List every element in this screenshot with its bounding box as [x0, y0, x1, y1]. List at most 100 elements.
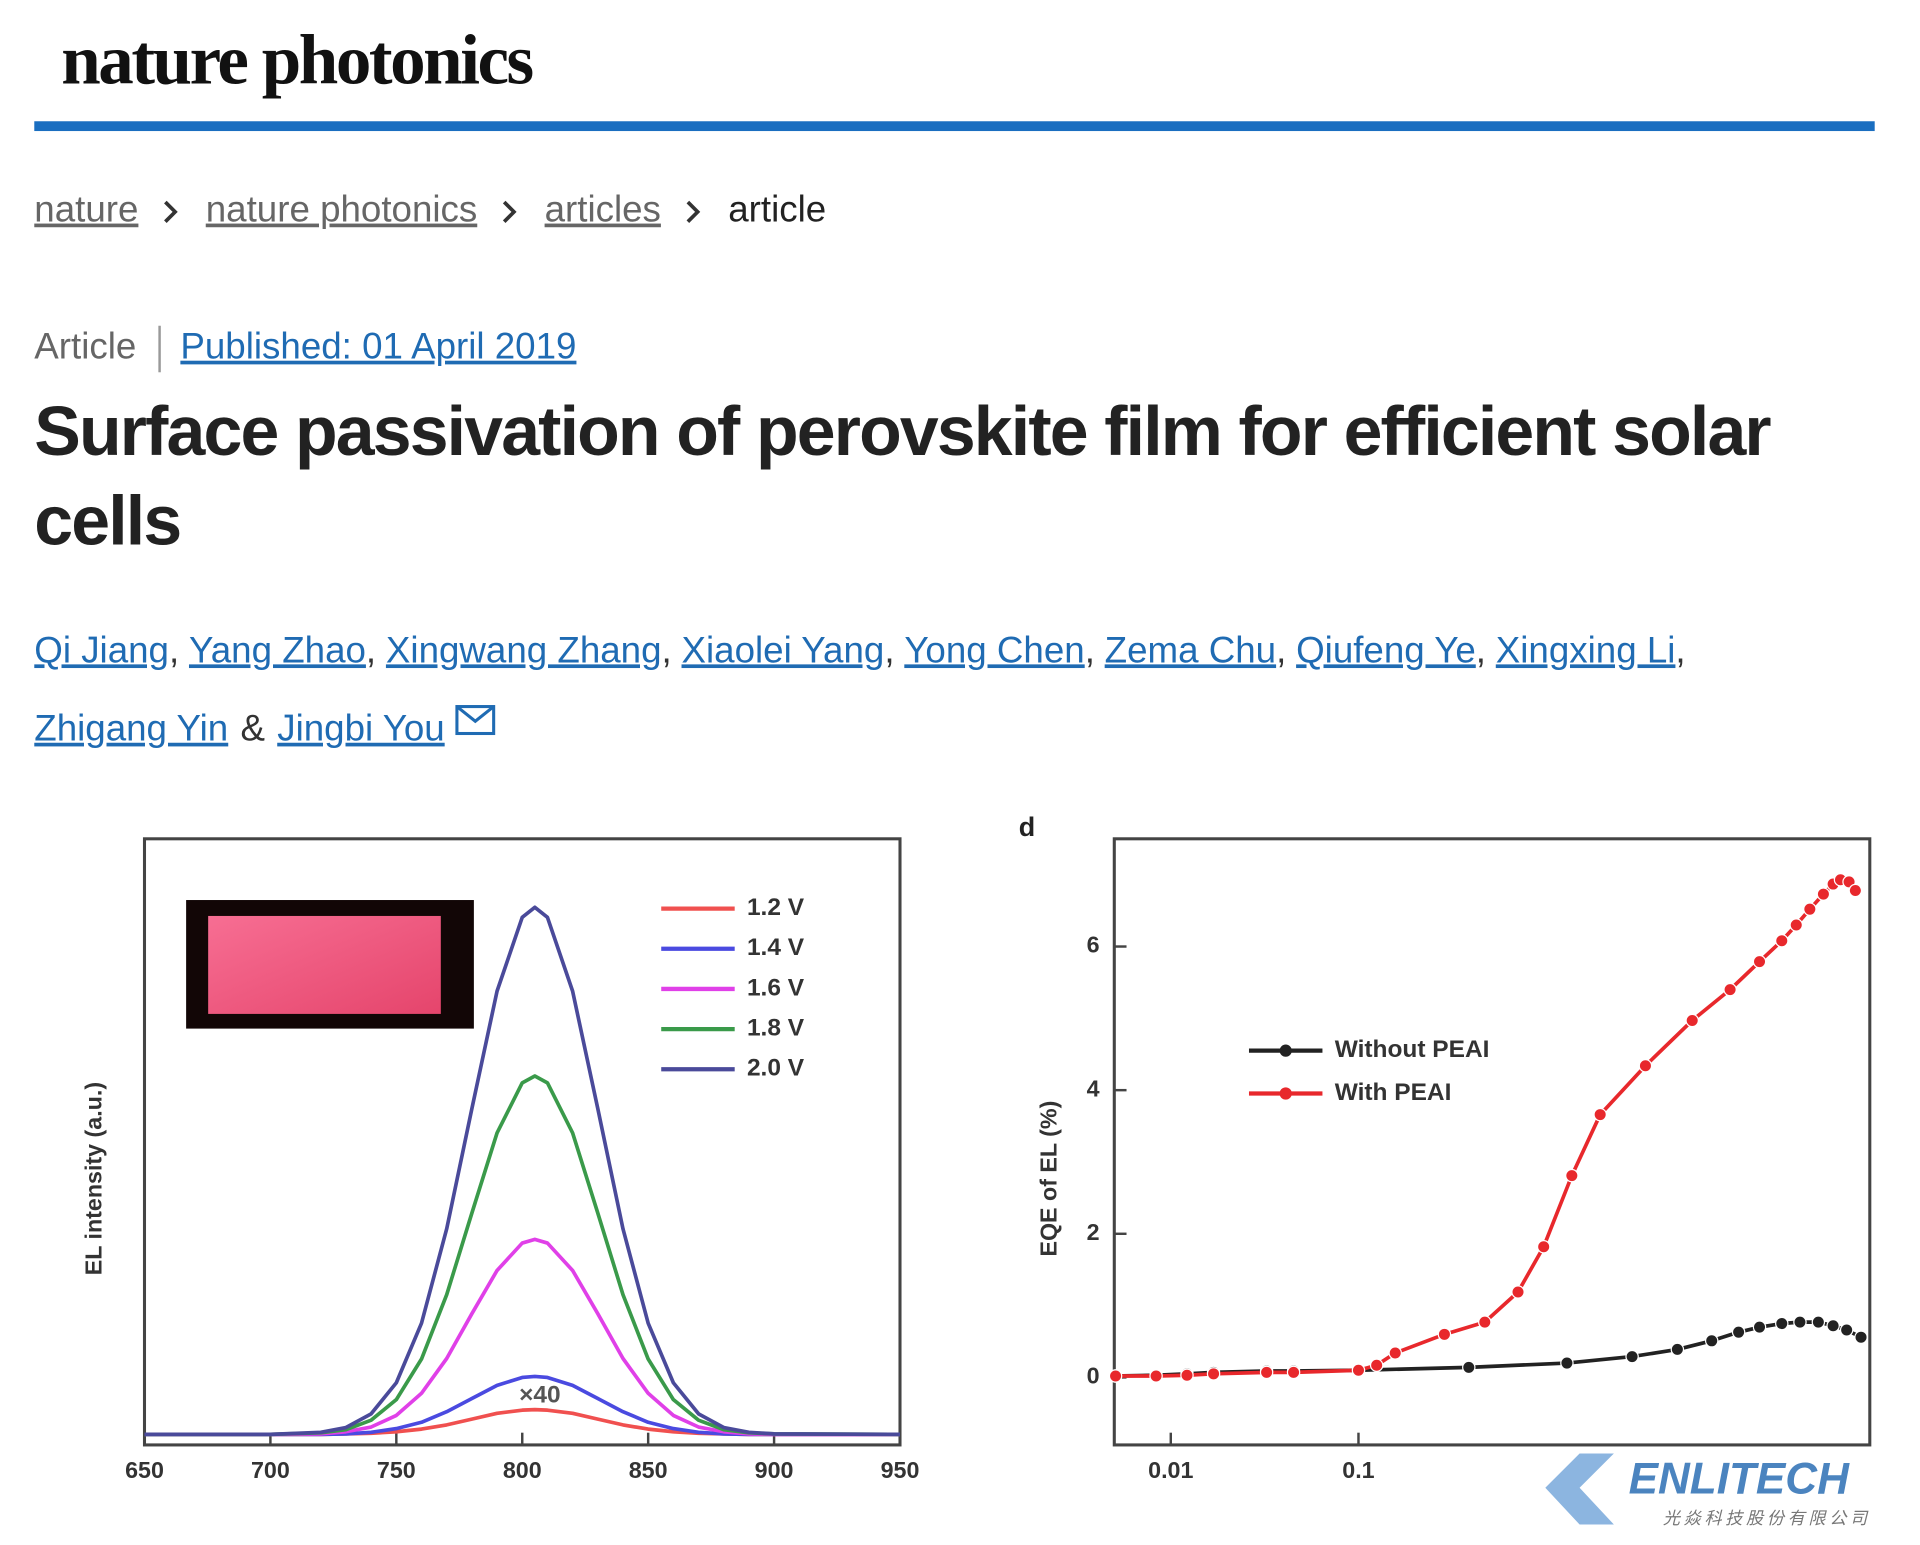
series-line — [144, 1407, 900, 1437]
watermark-logo — [1545, 1453, 1614, 1525]
data-point — [1854, 1330, 1868, 1344]
breadcrumb-item: article — [728, 189, 826, 230]
author-link[interactable]: Zema Chu — [1105, 629, 1276, 670]
inset-photo — [208, 915, 441, 1014]
x-tick-label: 750 — [377, 1457, 416, 1483]
legend-marker — [1279, 1044, 1292, 1057]
author-link[interactable]: Xiaolei Yang — [682, 629, 885, 670]
data-point — [1149, 1369, 1163, 1383]
data-point — [1437, 1327, 1452, 1342]
series-line — [1115, 1320, 1862, 1378]
data-point — [1638, 1059, 1653, 1073]
x-tick-label: 700 — [251, 1457, 290, 1483]
data-point — [1816, 887, 1831, 901]
header-rule — [34, 121, 1875, 132]
data-point — [1259, 1365, 1274, 1380]
author-link[interactable]: Qi Jiang — [34, 629, 169, 670]
data-point — [1775, 1316, 1789, 1331]
x-tick-label: 900 — [755, 1457, 794, 1483]
data-point — [1462, 1360, 1476, 1375]
breadcrumb-chevron — [502, 200, 517, 223]
data-point — [1565, 1168, 1579, 1183]
data-point — [1752, 1320, 1767, 1334]
legend-label: 2.0 V — [747, 1055, 805, 1082]
author-link[interactable]: Yang Zhao — [189, 629, 366, 670]
data-point — [1369, 1358, 1384, 1372]
article-type: Article — [34, 326, 136, 367]
data-point — [1723, 982, 1737, 997]
watermark-company: 光焱科技股份有限公司 — [1663, 1508, 1871, 1528]
data-point — [1351, 1363, 1366, 1377]
data-point — [1670, 1342, 1685, 1357]
data-point — [1180, 1368, 1194, 1383]
watermark-brand: ENLITECH — [1629, 1454, 1851, 1503]
legend-label: Without PEAI — [1335, 1036, 1490, 1063]
y-tick-label: 4 — [1087, 1075, 1100, 1101]
author-link[interactable]: Xingxing Li — [1496, 629, 1676, 670]
published-date[interactable]: Published: 01 April 2019 — [180, 326, 576, 367]
data-point — [1803, 902, 1817, 916]
y-axis-label: EL intensity (a.u.) — [81, 1082, 107, 1275]
article-title: Surface passivation of perovskite film f… — [34, 393, 1787, 560]
data-point — [1388, 1346, 1402, 1360]
data-point — [1752, 954, 1767, 969]
breadcrumb-chevron — [686, 200, 701, 223]
breadcrumb-item[interactable]: nature — [34, 189, 138, 230]
x-tick-label: 650 — [125, 1457, 164, 1483]
legend-label: 1.8 V — [747, 1015, 805, 1042]
author-link[interactable]: Jingbi You — [277, 708, 444, 749]
y-tick-label: 2 — [1087, 1219, 1100, 1245]
data-point — [1206, 1367, 1221, 1381]
meta-divider — [158, 325, 161, 373]
breadcrumb-item[interactable]: nature photonics — [206, 189, 478, 230]
author-separator: , — [662, 629, 672, 670]
x-tick-label: 850 — [629, 1457, 668, 1483]
annotation: ×40 — [519, 1381, 561, 1408]
legend-label: 1.6 V — [747, 974, 805, 1001]
series-line — [144, 1237, 900, 1437]
x-tick-label: 0.1 — [1342, 1457, 1374, 1483]
author-link[interactable]: Xingwang Zhang — [386, 629, 662, 670]
data-point — [1685, 1013, 1699, 1028]
legend-marker — [1279, 1087, 1292, 1100]
panel-label: d — [1019, 812, 1035, 842]
data-point — [1793, 1315, 1807, 1329]
data-point — [1560, 1356, 1574, 1370]
author-separator: , — [169, 629, 179, 670]
author-separator: , — [884, 629, 894, 670]
series-line — [144, 905, 901, 1437]
author-separator: & — [240, 708, 265, 749]
plot-frame — [1112, 837, 1872, 1447]
author-separator: , — [1085, 629, 1095, 670]
author-link[interactable]: Yong Chen — [904, 629, 1084, 670]
title-line: cells — [34, 482, 180, 560]
data-point — [1839, 1323, 1854, 1337]
data-point — [1625, 1349, 1639, 1364]
breadcrumb-item[interactable]: articles — [545, 189, 661, 230]
data-point — [1108, 1369, 1123, 1383]
author-link[interactable]: Qiufeng Ye — [1296, 629, 1476, 670]
series-line — [144, 1374, 900, 1437]
data-point — [1826, 1318, 1840, 1333]
data-point — [1511, 1285, 1525, 1299]
mail-icon[interactable] — [455, 705, 496, 736]
data-point — [1811, 1315, 1826, 1329]
journal-name: nature photonics — [61, 22, 532, 100]
author-separator: , — [1476, 629, 1486, 670]
series-line — [144, 1074, 901, 1437]
breadcrumb-chevron — [164, 200, 178, 223]
data-point — [1593, 1107, 1607, 1122]
legend-label: 1.2 V — [747, 894, 805, 921]
title-line: Surface passivation of perovskite film f… — [34, 393, 1787, 471]
author-separator: , — [1675, 629, 1685, 670]
author-link[interactable]: Zhigang Yin — [34, 708, 228, 749]
author-separator: , — [1276, 629, 1286, 670]
data-point — [1848, 883, 1863, 898]
data-point — [1536, 1239, 1551, 1254]
author-separator: , — [366, 629, 376, 670]
data-point — [1286, 1365, 1301, 1380]
data-point — [1789, 918, 1803, 932]
series-line — [1115, 877, 1857, 1378]
